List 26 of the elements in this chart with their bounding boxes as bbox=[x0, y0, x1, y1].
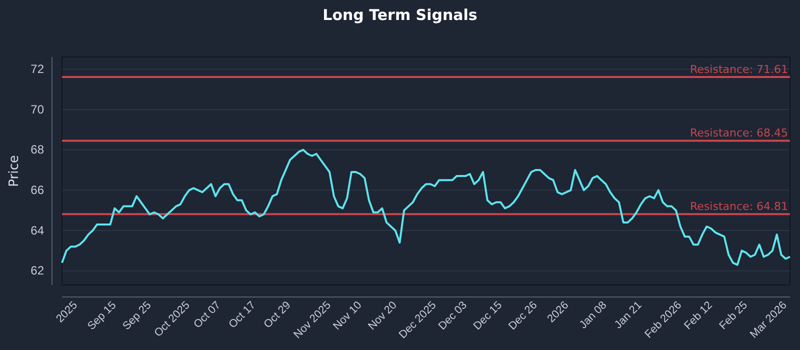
x-tick-label: Dec 03 bbox=[436, 299, 470, 332]
y-tick-label: 64 bbox=[30, 223, 44, 238]
y-tick-label: 68 bbox=[30, 142, 44, 157]
x-tick-label: Oct 29 bbox=[262, 299, 294, 331]
x-tick-label: Jan 08 bbox=[577, 299, 610, 332]
ref-line-label: Resistance: 68.45 bbox=[690, 126, 788, 140]
y-tick-label: 62 bbox=[30, 264, 44, 278]
x-tick-label: Sep 15 bbox=[86, 299, 119, 333]
x-tick-label: Dec 26 bbox=[506, 299, 540, 332]
ref-line-label: Resistance: 71.61 bbox=[690, 62, 788, 76]
ref-line-label: Resistance: 64.81 bbox=[690, 200, 788, 214]
y-axis-title: Price bbox=[7, 155, 22, 187]
x-tick-label: Feb 12 bbox=[682, 299, 715, 332]
line-series bbox=[61, 148, 791, 266]
y-tick-label: 72 bbox=[30, 62, 44, 76]
x-tick-label: Nov 20 bbox=[366, 299, 400, 332]
x-tick-label: Sep 25 bbox=[120, 299, 154, 333]
x-tick-label: Dec 15 bbox=[471, 299, 505, 332]
x-tick-label: Feb 25 bbox=[717, 299, 750, 332]
x-tick-label: Jan 21 bbox=[612, 299, 644, 332]
chart-title: Long Term Signals bbox=[322, 6, 478, 24]
y-tick-label: 66 bbox=[30, 183, 44, 198]
x-tick-label: Nov 10 bbox=[331, 299, 364, 332]
x-tick-label: Oct 07 bbox=[192, 299, 224, 331]
x-tick-label: Oct 17 bbox=[226, 299, 258, 331]
y-tick-label: 70 bbox=[30, 102, 44, 116]
